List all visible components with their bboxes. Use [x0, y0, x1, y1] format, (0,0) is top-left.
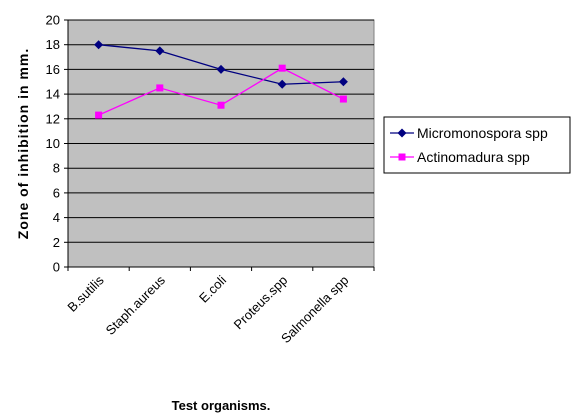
x-tick-label: Staph.aureus	[103, 272, 169, 338]
series-group	[94, 40, 348, 119]
y-tick-label: 8	[53, 161, 60, 176]
data-point	[277, 79, 287, 89]
legend-label: Actinomadura spp	[417, 149, 530, 165]
y-tick-label: 14	[46, 87, 60, 102]
y-tick-label: 0	[53, 260, 60, 275]
y-tick-label: 10	[46, 136, 60, 151]
data-point	[338, 77, 348, 87]
y-tick-label: 16	[46, 62, 60, 77]
x-tick-label: E.coli	[196, 272, 229, 305]
y-tick-label: 20	[46, 13, 60, 28]
y-tick-label: 6	[53, 185, 60, 200]
data-point	[278, 64, 286, 72]
data-point	[156, 84, 164, 92]
data-point	[216, 64, 226, 74]
data-point	[155, 46, 165, 56]
legend-item: Micromonospora spp	[390, 125, 548, 141]
y-tick-labels: 0 2 4 6 8 10 12 14 16 18 20	[46, 13, 60, 275]
x-axis-title: Test organisms.	[172, 398, 271, 413]
y-tick-label: 2	[53, 235, 60, 250]
data-point	[217, 101, 225, 109]
y-tick-label: 12	[46, 111, 60, 126]
y-tick-label: 4	[53, 210, 60, 225]
legend-box	[383, 116, 571, 174]
gridlines	[64, 19, 375, 271]
y-axis-title: Zone of inhibition in mm.	[15, 48, 31, 239]
series-micromonospora-spp	[94, 40, 348, 89]
legend: Micromonospora spp Actinomadura spp	[383, 116, 571, 174]
x-tick-label: Proteus.spp	[231, 273, 291, 333]
series-actinomadura-spp	[95, 64, 347, 119]
y-tick-label: 18	[46, 37, 60, 52]
data-point	[339, 95, 347, 103]
x-tick-label: B.sutilis	[64, 272, 107, 315]
legend-marker	[397, 128, 407, 138]
legend-marker	[398, 153, 406, 161]
legend-item: Actinomadura spp	[390, 149, 530, 165]
legend-label: Micromonospora spp	[417, 125, 548, 141]
data-point	[94, 40, 104, 50]
data-point	[95, 111, 103, 119]
